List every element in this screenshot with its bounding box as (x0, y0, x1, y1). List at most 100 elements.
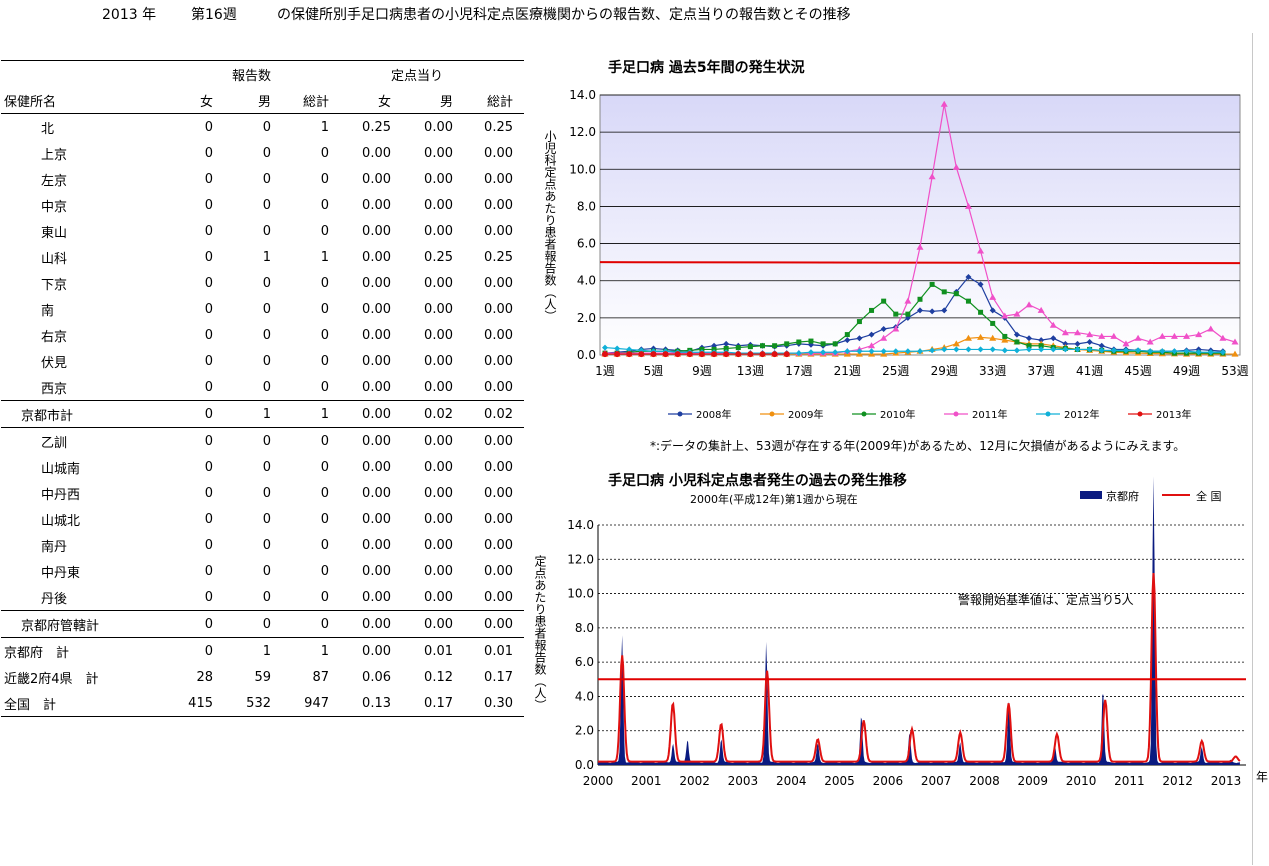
chart1-series-line (604, 346, 1223, 354)
chart1-point (759, 351, 766, 358)
chart1-point (1026, 335, 1033, 342)
female-rate: 0.00 (329, 637, 391, 664)
female-rate: 0.00 (362, 511, 391, 527)
chart2-legend-swatch (1080, 491, 1102, 499)
chart1-point (989, 293, 997, 300)
male-rate: 0.00 (424, 171, 453, 187)
office-name: 丹後 (41, 591, 68, 607)
chart1-point (614, 351, 621, 358)
chart2-national-line (598, 572, 1241, 763)
male-rate: 0.25 (424, 249, 453, 265)
chart1-point (1134, 334, 1142, 341)
male-rate: 0.00 (424, 119, 453, 135)
table-row: 上京 0 0 0 0.00 0.00 0.00 (1, 140, 524, 166)
total-rate: 0.00 (484, 589, 513, 605)
male-count: 0 (262, 145, 271, 161)
table-row: 南丹 0 0 0 0.00 0.00 0.00 (1, 532, 524, 558)
chart1-xtick: 45週 (1124, 364, 1151, 378)
chart1-point (723, 346, 729, 351)
chart1-legend-marker (1045, 411, 1051, 417)
chart2-xtick: 2001 (631, 774, 662, 788)
chart1-point (1086, 331, 1094, 338)
office-name: 山科 (41, 251, 68, 267)
chart1-point (868, 342, 876, 349)
total-count: 0 (320, 537, 329, 553)
chart2-ytick: 0.0 (575, 758, 594, 772)
male-count: 0 (262, 485, 271, 501)
total-count: 0 (320, 459, 329, 475)
total-count: 0 (320, 171, 329, 187)
male-count: 1 (213, 400, 271, 428)
chart1-point (1231, 350, 1239, 357)
male-count: 0 (262, 223, 271, 239)
male-rate: 0.00 (424, 145, 453, 161)
chart1-point (1086, 346, 1093, 353)
chart1-plot-area (599, 94, 1241, 356)
office-name: 山城北 (41, 513, 81, 529)
total-count: 1 (271, 637, 329, 664)
chart1-point (941, 289, 947, 295)
chart1-point (1158, 332, 1166, 339)
chart1-point (698, 351, 705, 358)
col-header-female: 女 (161, 87, 213, 114)
five-year-chart: 手足口病 過去5年間の発生状況 0.0 2.0 4.0 6.0 8.0 10.0 12.0 14… (543, 59, 1249, 453)
chart1-point (1074, 346, 1081, 353)
chart1-legend-label: 2010年 (880, 408, 915, 421)
total-rate: 0.00 (484, 353, 513, 369)
chart1-point (964, 334, 972, 341)
office-name: 中京 (41, 199, 68, 215)
chart1-point (929, 281, 935, 287)
total-rate: 0.25 (484, 119, 513, 135)
chart2-ytick: 14.0 (567, 518, 594, 532)
chart1-point (965, 346, 972, 353)
female-rate: 0.06 (362, 669, 391, 685)
chart1-point (832, 341, 838, 347)
chart1-ytick: 8.0 (577, 199, 596, 213)
total-count: 0 (320, 145, 329, 161)
chart2-ylabel: 定点あたり患者報告数（人） (533, 554, 547, 711)
chart1-point (977, 346, 984, 353)
female-count: 0 (204, 537, 213, 553)
total-rate: 0.00 (453, 610, 513, 638)
female-count: 0 (204, 327, 213, 343)
chart2-ytick: 10.0 (567, 587, 594, 601)
female-rate: 0.00 (362, 379, 391, 395)
chart1-ytick: 10.0 (569, 162, 596, 176)
chart1-point (869, 307, 875, 313)
table-row: 下京 0 0 0 0.00 0.00 0.00 (1, 270, 524, 296)
chart1-point (723, 340, 730, 347)
total-count: 0 (320, 275, 329, 291)
chart1-point (1147, 348, 1154, 355)
total-count: 0 (320, 197, 329, 213)
table-row: 京都府管轄計 0 0 0 0.00 0.00 0.00 (1, 610, 524, 638)
chart1-point (844, 332, 850, 338)
chart1-series-line (605, 283, 1223, 354)
col-header-total-rate: 総計 (453, 87, 513, 114)
male-rate: 0.00 (424, 511, 453, 527)
table-row: 全国 計 415 532 947 0.13 0.17 0.30 (1, 690, 524, 717)
office-name: 中丹西 (41, 487, 81, 503)
col-header-female-rate: 女 (329, 87, 391, 114)
female-rate: 0.25 (362, 119, 391, 135)
office-name: 南 (41, 303, 55, 319)
chart1-point (723, 351, 730, 358)
chart1-point (978, 309, 984, 315)
chart1-legend-label: 2012年 (1064, 408, 1099, 421)
chart1-legend-label: 2011年 (972, 408, 1007, 421)
chart1-point (1038, 346, 1045, 353)
female-count: 28 (196, 669, 213, 685)
chart1-point (1195, 331, 1203, 338)
female-count: 415 (161, 690, 213, 717)
chart1-ytick: 12.0 (569, 125, 596, 139)
chart1-point (893, 311, 899, 317)
table-row: 近畿2府4県 計 28 59 87 0.06 0.12 0.17 (1, 664, 524, 690)
total-rate: 0.00 (484, 145, 513, 161)
chart1-point (1049, 321, 1057, 328)
title-week: 第16週 (191, 7, 237, 23)
chart2-xtick: 2002 (679, 774, 710, 788)
male-count: 1 (213, 637, 271, 664)
table-row: 中丹東 0 0 0 0.00 0.00 0.00 (1, 558, 524, 584)
chart1-ylabel: 小児科定点あたり患者報告数（人） (543, 130, 557, 322)
chart1-legend-label: 2008年 (696, 408, 731, 421)
group-header-reports: 報告数 (213, 60, 271, 87)
